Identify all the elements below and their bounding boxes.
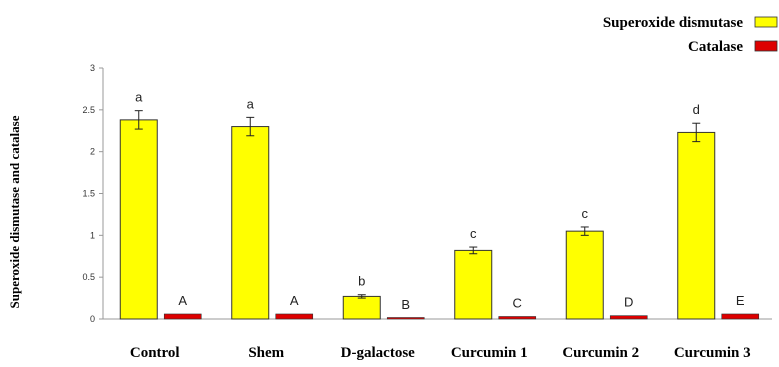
legend: Superoxide dismutase Catalase (603, 15, 778, 55)
catalase-bar (609, 315, 648, 320)
sod-bar (342, 295, 381, 320)
category-label: Control (130, 345, 180, 361)
legend-label: Superoxide dismutase (603, 15, 744, 31)
bars: a Aa Ab Bc Cc Dd E (119, 90, 760, 320)
y-tick-label: 3 (90, 63, 95, 73)
significance-label: a (247, 96, 255, 111)
sod-bar (677, 131, 716, 320)
category-label: Shem (248, 345, 284, 361)
significance-label: c (470, 226, 477, 241)
sod-bar (565, 230, 604, 320)
catalase-bar (163, 313, 202, 320)
y-tick-label: 2.5 (82, 105, 95, 115)
significance-label: B (401, 297, 410, 312)
category-label: Curcumin 2 (562, 345, 639, 361)
legend-label: Catalase (688, 39, 743, 55)
significance-label: C (513, 295, 522, 310)
category-label: D-galactose (341, 345, 415, 361)
significance-label: b (358, 274, 365, 289)
y-tick-label: 1.5 (82, 189, 95, 199)
significance-label: E (736, 293, 745, 308)
catalase-bar (721, 313, 760, 320)
catalase-bar (498, 316, 537, 320)
y-tick-label: 1 (90, 230, 95, 240)
y-axis-label: Superoxide dismutase and catalase (7, 115, 22, 308)
category-label: Curcumin 3 (674, 345, 751, 361)
catalase-bar (386, 317, 425, 320)
axes: 0 0.5 1 1.5 2 2.5 3 (82, 63, 772, 324)
significance-label: a (135, 90, 143, 105)
y-tick-label: 2 (90, 147, 95, 157)
category-labels: Control Shem D-galactose Curcumin 1 Curcumin… (130, 345, 751, 361)
category-label: Curcumin 1 (451, 345, 528, 361)
significance-label: D (624, 295, 633, 310)
sod-bar (454, 249, 493, 320)
sod-bar (231, 126, 270, 320)
significance-label: c (582, 206, 589, 221)
significance-label: A (290, 293, 299, 308)
legend-swatch (754, 40, 778, 52)
legend-swatch (754, 16, 778, 28)
sod-bar (119, 119, 158, 320)
y-tick-label: 0.5 (82, 272, 95, 282)
y-tick-label: 0 (90, 314, 95, 324)
significance-label: A (178, 293, 187, 308)
catalase-bar (275, 313, 314, 320)
significance-label: d (693, 102, 700, 117)
